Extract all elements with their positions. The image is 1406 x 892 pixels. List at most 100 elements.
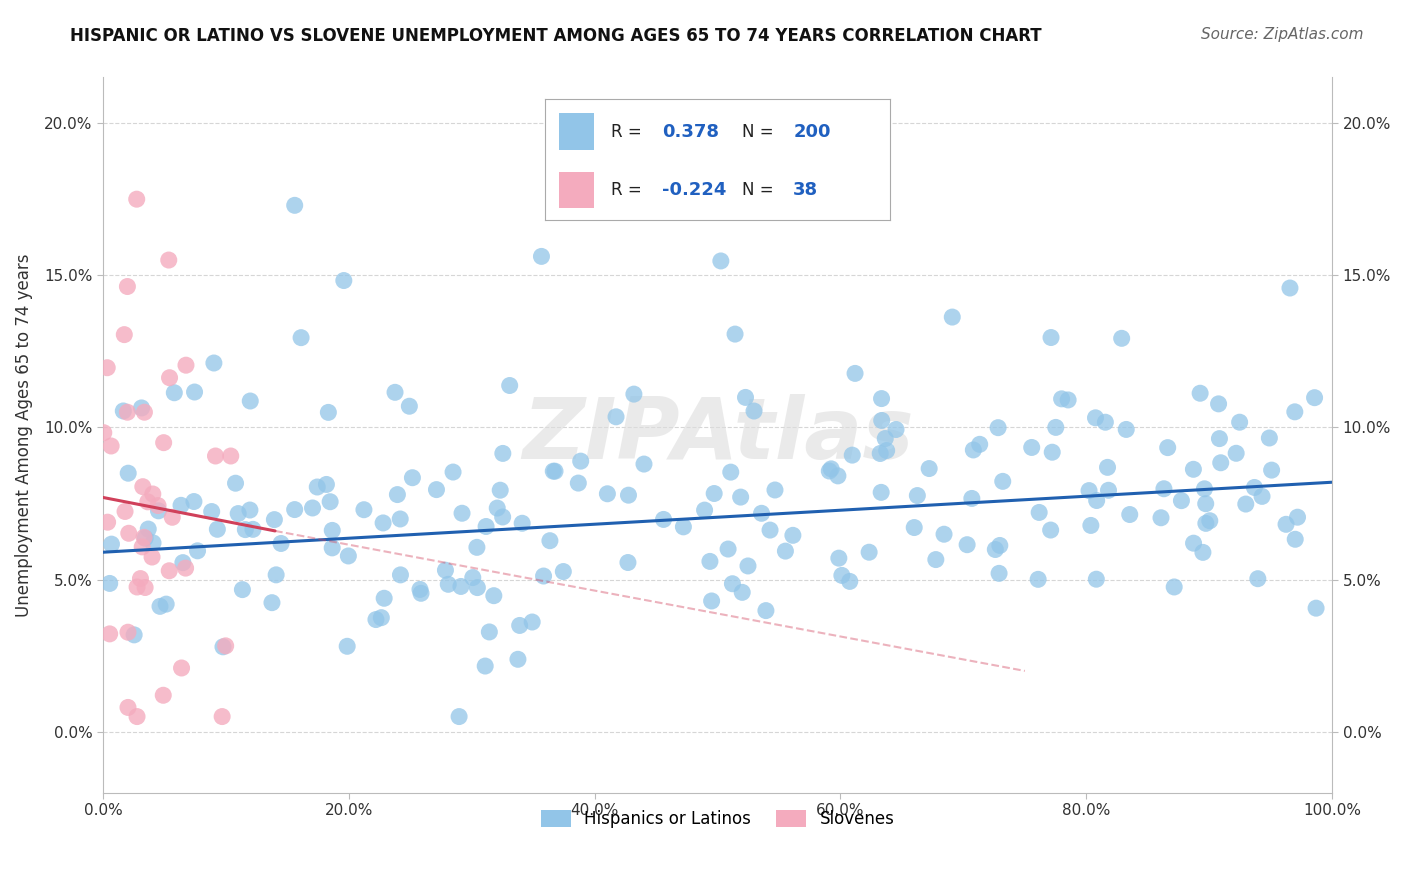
Point: [270, 536, 292, 550]
Point: [553, 565, 575, 579]
Point: [1097, 483, 1119, 498]
Point: [98, 627, 121, 641]
Point: [1085, 493, 1108, 508]
Point: [1195, 497, 1218, 511]
Point: [876, 443, 898, 458]
Point: [905, 489, 928, 503]
Point: [828, 551, 851, 566]
Point: [142, 487, 165, 501]
Point: [318, 405, 340, 419]
Point: [207, 522, 229, 536]
Point: [152, 688, 174, 702]
Point: [1251, 489, 1274, 503]
Point: [721, 576, 744, 591]
Point: [149, 599, 172, 614]
Point: [1157, 441, 1180, 455]
Point: [117, 700, 139, 714]
Point: [183, 494, 205, 508]
Point: [838, 574, 860, 589]
Point: [170, 499, 193, 513]
Point: [226, 507, 249, 521]
Point: [775, 544, 797, 558]
Point: [720, 465, 742, 479]
Point: [204, 449, 226, 463]
Point: [693, 503, 716, 517]
Point: [533, 569, 555, 583]
Point: [1189, 386, 1212, 401]
Point: [114, 504, 136, 518]
Point: [499, 378, 522, 392]
Point: [122, 628, 145, 642]
Point: [170, 661, 193, 675]
Point: [142, 536, 165, 550]
Point: [231, 582, 253, 597]
Point: [870, 392, 893, 406]
Point: [962, 442, 984, 457]
Point: [984, 542, 1007, 557]
Point: [956, 538, 979, 552]
Point: [136, 522, 159, 536]
Point: [1243, 480, 1265, 494]
Point: [174, 358, 197, 372]
Point: [461, 570, 484, 584]
Point: [1209, 456, 1232, 470]
Point: [617, 488, 640, 502]
Point: [1150, 510, 1173, 524]
Point: [370, 610, 392, 624]
Point: [264, 567, 287, 582]
Point: [1078, 483, 1101, 498]
Point: [157, 564, 180, 578]
Point: [782, 528, 804, 542]
Point: [1084, 410, 1107, 425]
Point: [1040, 330, 1063, 344]
Point: [1080, 518, 1102, 533]
Point: [969, 437, 991, 451]
Point: [1278, 281, 1301, 295]
Point: [489, 483, 512, 498]
Point: [841, 448, 863, 462]
Point: [233, 523, 256, 537]
Point: [875, 432, 897, 446]
Point: [1111, 331, 1133, 345]
Point: [1057, 392, 1080, 407]
Point: [605, 409, 627, 424]
Point: [371, 516, 394, 530]
Point: [544, 464, 567, 478]
Point: [409, 586, 432, 600]
Point: [522, 615, 544, 629]
Point: [510, 516, 533, 531]
Point: [932, 527, 955, 541]
Point: [1194, 482, 1216, 496]
Point: [465, 541, 488, 555]
Point: [988, 539, 1011, 553]
Point: [373, 591, 395, 606]
Point: [903, 520, 925, 534]
Point: [1275, 517, 1298, 532]
Point: [759, 523, 782, 537]
Text: Source: ZipAtlas.com: Source: ZipAtlas.com: [1201, 27, 1364, 42]
Point: [212, 640, 235, 654]
Point: [530, 249, 553, 263]
Point: [1260, 463, 1282, 477]
Point: [321, 541, 343, 555]
Point: [1303, 391, 1326, 405]
Point: [398, 399, 420, 413]
Point: [737, 558, 759, 573]
Point: [1198, 514, 1220, 528]
Point: [449, 709, 471, 723]
Point: [98, 576, 121, 591]
Point: [301, 500, 323, 515]
Point: [710, 254, 733, 268]
Point: [623, 387, 645, 401]
Point: [1163, 580, 1185, 594]
Point: [389, 512, 412, 526]
Point: [239, 503, 262, 517]
Point: [960, 491, 983, 506]
Point: [117, 279, 139, 293]
Point: [437, 577, 460, 591]
Point: [263, 513, 285, 527]
Point: [717, 542, 740, 557]
Point: [869, 446, 891, 460]
Point: [100, 439, 122, 453]
Point: [1182, 462, 1205, 476]
